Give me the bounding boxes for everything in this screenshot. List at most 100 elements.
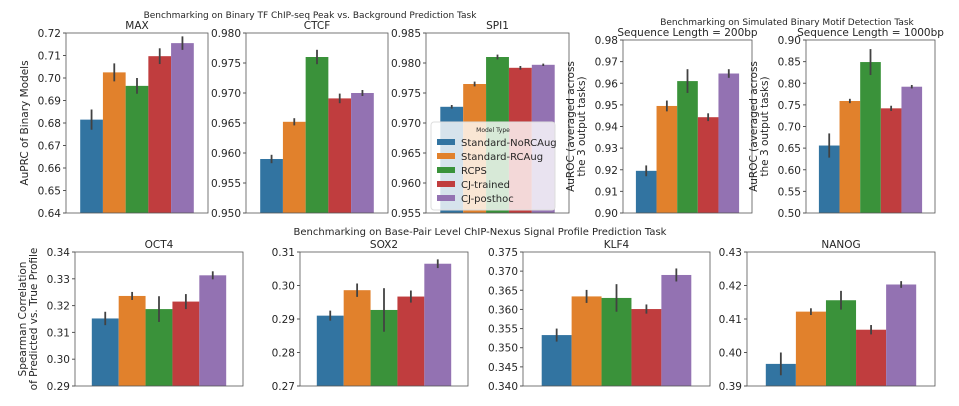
bar-standard-norcaug: [541, 335, 572, 386]
bar-standard-rcaug: [656, 105, 678, 213]
y-tick-label: 0.355: [488, 324, 518, 336]
bar-cj-trained: [856, 329, 887, 386]
y-axis-label: AuROC (averaged acrossthe 3 output tasks…: [748, 61, 771, 192]
y-axis-label-line: Spearman Correlation: [17, 262, 29, 377]
panel-title: Sequence Length = 1000bp: [797, 27, 944, 39]
y-axis-label: Spearman Correlationof Predicted vs. Tru…: [17, 248, 40, 391]
y-tick-label: 0.965: [391, 148, 421, 160]
y-tick-label: 0.70: [778, 122, 801, 134]
panel-sequence-length-200bp: 0.90 0.91 0.92 0.93 0.94 0.95 0.96 0.97 0.98Sequ…: [565, 27, 758, 220]
axes-frame: [522, 251, 711, 387]
y-tick-label: 0.55: [778, 186, 801, 198]
bar-standard-rcaug: [571, 296, 602, 386]
y-tick-label: 0.955: [391, 208, 421, 220]
bar-cj-posthoc: [901, 86, 923, 213]
bar-cj-posthoc: [886, 284, 917, 386]
bar-standard-rcaug: [282, 121, 306, 213]
y-tick-label: 0.75: [778, 100, 801, 112]
panel-sequence-length-1000bp: 0.50 0.55 0.60 0.65 0.70 0.75 0.80 0.85 0.90Sequ…: [748, 27, 944, 220]
y-axis-label-line: the 3 output tasks): [576, 76, 588, 176]
y-tick-label: 0.370: [488, 266, 518, 278]
bar-standard-rcaug: [343, 290, 371, 386]
y-tick-label: 0.67: [38, 141, 61, 153]
y-axis-label-line: AuPRC of Binary Models: [19, 60, 31, 185]
y-tick-label: 0.70: [38, 73, 61, 85]
y-tick-label: 0.31: [47, 327, 70, 339]
legend: Model Type Standard-NoRCAug Standard-RCAu…: [430, 121, 557, 211]
panel-ctcf: 0.950 0.955 0.960 0.965 0.970 0.975 0.980 CTCF: [211, 20, 389, 220]
panel-klf4: 0.340 0.345 0.350 0.355 0.360 0.365 0.370 0.375…: [488, 239, 711, 393]
y-tick-label: 0.975: [211, 58, 241, 70]
legend-swatch: [437, 153, 455, 159]
y-tick-label: 0.33: [47, 274, 70, 286]
legend-swatch: [437, 167, 455, 173]
panel-title: CTCF: [304, 20, 331, 32]
legend-title: Model Type: [476, 127, 510, 134]
y-tick-label: 0.80: [778, 78, 801, 90]
y-tick-label: 0.955: [211, 178, 241, 190]
bar-cj-posthoc: [171, 43, 194, 213]
y-axis-label-line: AuROC (averaged across: [748, 61, 760, 192]
y-tick-label: 0.350: [488, 343, 518, 355]
y-tick-label: 0.970: [211, 88, 241, 100]
y-tick-label: 0.960: [211, 148, 241, 160]
y-tick-label: 0.90: [595, 208, 618, 220]
y-tick-label: 0.98: [595, 35, 618, 47]
y-tick-label: 0.975: [391, 88, 421, 100]
panel-max: 0.64 0.65 0.66 0.67 0.68 0.69 0.70 0.71 0.72 MAX A…: [19, 20, 209, 220]
bar-standard-norcaug: [80, 119, 103, 213]
y-tick-label: 0.69: [38, 96, 61, 108]
suptitle-simulated: Benchmarking on Simulated Binary Motif D…: [660, 18, 914, 28]
panel-title: SOX2: [370, 239, 398, 251]
y-tick-label: 0.980: [211, 28, 241, 40]
y-tick-label: 0.91: [595, 186, 618, 198]
y-tick-label: 0.29: [272, 314, 295, 326]
panel-title: OCT4: [145, 239, 174, 251]
y-tick-label: 0.34: [47, 247, 71, 259]
y-tick-label: 0.30: [272, 281, 295, 293]
y-tick-label: 0.68: [38, 118, 61, 130]
y-tick-label: 0.965: [211, 118, 241, 130]
panel-title: NANOG: [821, 239, 860, 251]
legend-swatch: [437, 195, 455, 201]
bar-standard-rcaug: [102, 72, 126, 213]
legend-entry: Standard-NoRCAug: [461, 138, 557, 149]
bar-cj-trained: [697, 117, 719, 213]
suptitle-nexus: Benchmarking on Base-Pair Level ChIP-Nex…: [294, 227, 667, 238]
y-tick-label: 0.42: [719, 281, 742, 293]
y-tick-label: 0.60: [778, 165, 801, 177]
bar-cj-posthoc: [718, 73, 740, 213]
legend-box: [430, 121, 556, 211]
bar-cj-posthoc: [424, 263, 452, 386]
suptitle-chipseq: Benchmarking on Binary TF ChIP-seq Peak …: [144, 11, 478, 21]
bar-rcps: [601, 297, 632, 386]
bar-rcps: [125, 85, 149, 213]
y-tick-label: 0.41: [719, 314, 742, 326]
y-tick-label: 0.28: [272, 348, 295, 360]
bar-rcps: [860, 62, 881, 214]
y-axis-label-line: the 3 output tasks): [759, 76, 771, 176]
legend-swatch: [437, 181, 455, 187]
axes-frame: [74, 251, 244, 387]
y-axis-label: AuROC (averaged acrossthe 3 output tasks…: [565, 61, 588, 192]
y-tick-label: 0.50: [778, 208, 801, 220]
y-axis-label-line: AuROC (averaged across: [565, 61, 577, 192]
panel-title: KLF4: [604, 239, 630, 251]
y-tick-label: 0.360: [488, 304, 518, 316]
bar-cj-trained: [328, 98, 352, 213]
y-tick-label: 0.72: [38, 28, 61, 40]
y-tick-label: 0.96: [595, 78, 619, 90]
y-tick-label: 0.345: [488, 362, 518, 374]
bar-cj-posthoc: [199, 275, 227, 386]
bar-cj-posthoc: [351, 93, 374, 213]
y-tick-label: 0.340: [488, 381, 518, 393]
y-tick-label: 0.97: [595, 57, 618, 69]
y-tick-label: 0.92: [595, 165, 618, 177]
y-tick-label: 0.985: [391, 28, 421, 40]
y-tick-label: 0.29: [47, 381, 70, 393]
panel-title: SPI1: [486, 20, 509, 32]
bar-standard-norcaug: [91, 318, 119, 386]
bar-cj-trained: [880, 108, 902, 213]
y-tick-label: 0.94: [595, 122, 619, 134]
bar-cj-trained: [148, 56, 172, 213]
